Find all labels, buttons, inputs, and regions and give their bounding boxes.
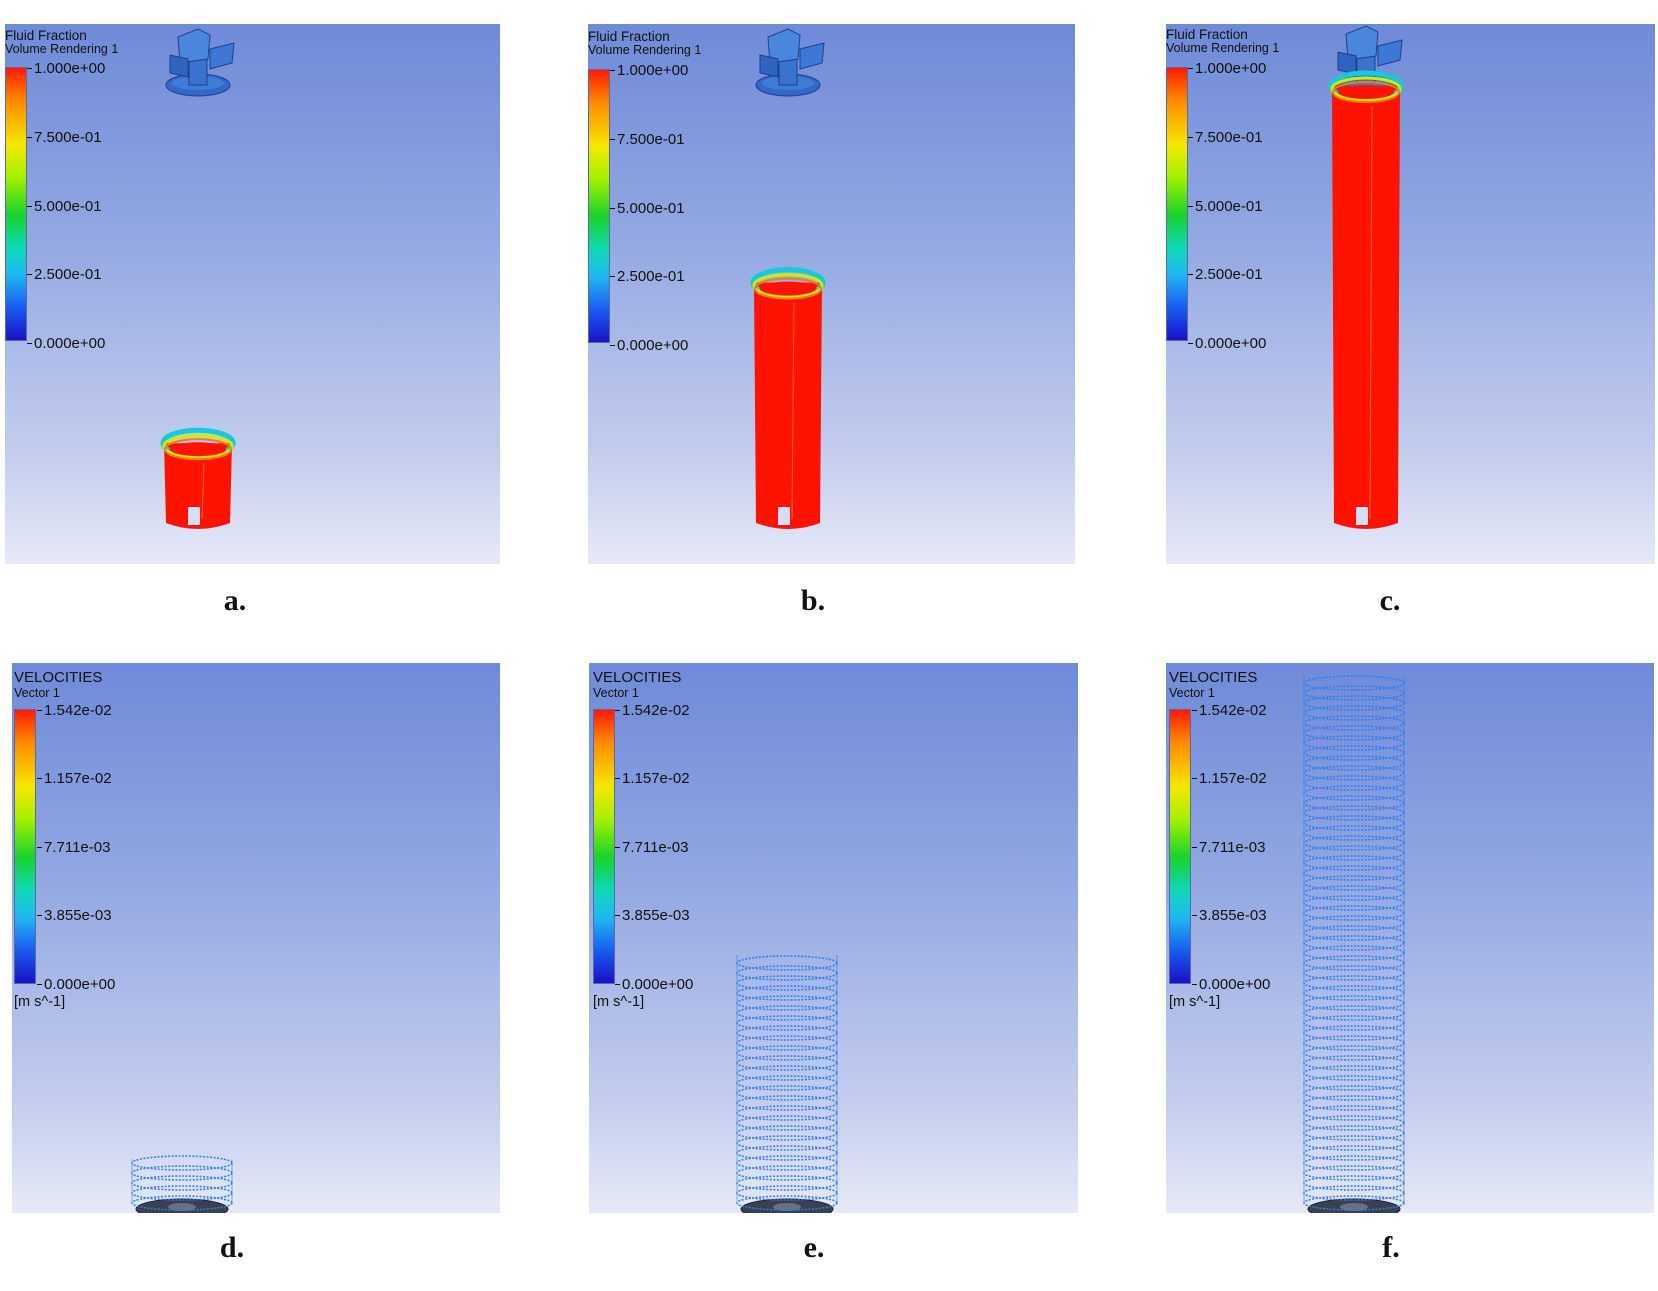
scene-b [750, 28, 826, 529]
legend-tick: 2.500e-01 [27, 266, 102, 283]
legend-title: Fluid Fraction [5, 28, 87, 43]
legend-tick: 0.000e+00 [614, 976, 694, 993]
legend-title: VELOCITIES [593, 669, 682, 686]
legend-tick: 5.000e-01 [1188, 198, 1263, 215]
legend-colorbar [1166, 67, 1188, 341]
scene-c [1328, 25, 1404, 529]
panel-caption: a. [223, 584, 247, 617]
panel-caption: e. [803, 1231, 825, 1264]
legend-title: VELOCITIES [1169, 669, 1258, 686]
legend-title: VELOCITIES [14, 669, 103, 686]
legend-tick: 2.500e-01 [1188, 266, 1263, 283]
legend-tick: 1.542e-02 [1192, 702, 1267, 719]
legend-tick: 2.500e-01 [610, 268, 685, 285]
legend-unit: [m s^-1] [14, 994, 66, 1010]
legend-subtitle: Volume Rendering 1 [588, 43, 702, 57]
legend-tick: 0.000e+00 [609, 337, 689, 354]
legend-tick: 3.855e-03 [37, 907, 112, 924]
fluid-column [750, 267, 826, 529]
panel-caption: d. [219, 1231, 245, 1264]
scene-d [131, 1155, 233, 1213]
legend-colorbar [1169, 709, 1191, 984]
legend-colorbar [14, 709, 36, 984]
velocity-vectors [1303, 675, 1405, 1213]
legend-title: Fluid Fraction [1166, 27, 1248, 42]
legend-tick: 3.855e-03 [1192, 907, 1267, 924]
legend-tick: 7.500e-01 [610, 131, 685, 148]
legend-tick: 7.711e-03 [1191, 839, 1266, 856]
legend-tick: 5.000e-01 [610, 200, 685, 217]
scene-a [160, 28, 236, 529]
legend-tick: 1.542e-02 [615, 702, 690, 719]
impeller-icon [165, 28, 235, 97]
legend-tick: 1.157e-02 [37, 770, 112, 787]
scene-f [1303, 675, 1405, 1213]
legend-colorbar [588, 69, 610, 343]
viewport-c: Fluid Fraction Volume Rendering 1 1.000e… [1166, 24, 1655, 564]
viewport-e: VELOCITIES Vector 1 1.542e-02 1.157e-02 … [589, 663, 1078, 1213]
legend-tick: 0.000e+00 [26, 335, 106, 352]
legend-tick: 7.711e-03 [614, 839, 689, 856]
fluid-column [160, 427, 236, 529]
panel-caption: b. [800, 584, 826, 617]
legend-subtitle: Volume Rendering 1 [1166, 41, 1280, 55]
legend-tick: 7.500e-01 [1188, 129, 1263, 146]
legend-tick: 0.000e+00 [1191, 976, 1271, 993]
legend-subtitle: Volume Rendering 1 [5, 42, 119, 56]
fluid-column [1328, 70, 1404, 529]
legend-tick: 5.000e-01 [27, 198, 102, 215]
legend-unit: [m s^-1] [593, 994, 645, 1010]
legend-colorbar [593, 709, 615, 984]
legend-subtitle: Vector 1 [1169, 686, 1215, 700]
viewport-f: VELOCITIES Vector 1 1.542e-02 1.157e-02 … [1166, 663, 1654, 1213]
viewport-b: Fluid Fraction Volume Rendering 1 1.000e… [588, 24, 1075, 564]
legend-tick: 1.157e-02 [615, 770, 690, 787]
legend-subtitle: Vector 1 [14, 686, 60, 700]
legend-tick: 1.157e-02 [1192, 770, 1267, 787]
panel-caption: f. [1382, 1231, 1400, 1264]
legend-title: Fluid Fraction [588, 29, 670, 44]
legend-tick: 7.500e-01 [27, 129, 102, 146]
legend-tick: 1.000e+00 [26, 60, 106, 77]
legend-tick: 3.855e-03 [615, 907, 690, 924]
panel-caption: c. [1379, 584, 1401, 617]
legend-unit: [m s^-1] [1169, 994, 1221, 1010]
legend-tick: 1.542e-02 [37, 702, 112, 719]
velocity-vectors [131, 1155, 233, 1213]
scene-e [736, 954, 838, 1213]
legend-tick: 7.711e-03 [36, 839, 111, 856]
legend-colorbar [5, 67, 27, 341]
legend-tick: 0.000e+00 [36, 976, 116, 993]
legend-tick: 1.000e+00 [609, 62, 689, 79]
viewport-d: VELOCITIES Vector 1 1.542e-02 1.157e-02 … [12, 663, 500, 1213]
viewport-a: Fluid Fraction Volume Rendering 1 1.000e… [5, 24, 500, 564]
impeller-icon [755, 28, 825, 97]
legend-subtitle: Vector 1 [593, 686, 639, 700]
velocity-vectors [736, 954, 838, 1213]
legend-tick: 0.000e+00 [1187, 335, 1267, 352]
legend-tick: 1.000e+00 [1187, 60, 1267, 77]
